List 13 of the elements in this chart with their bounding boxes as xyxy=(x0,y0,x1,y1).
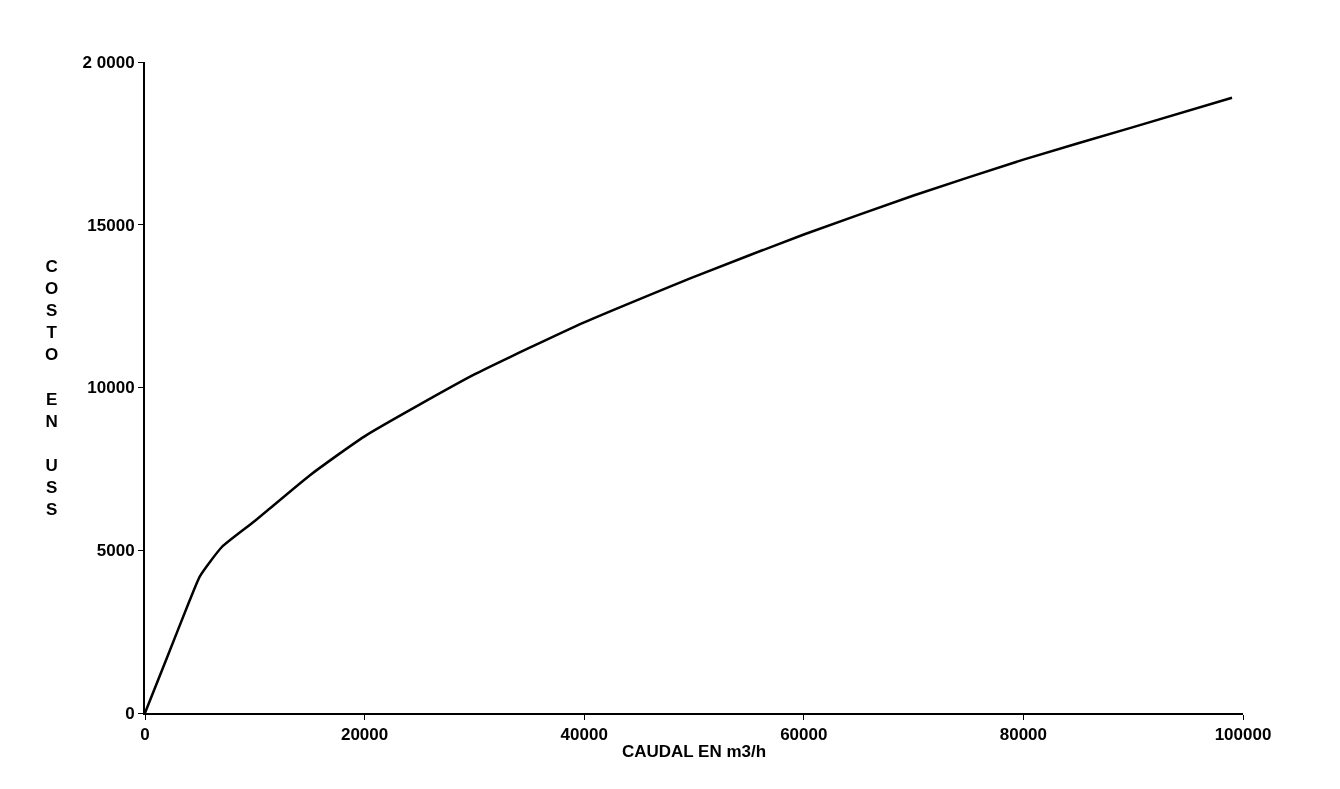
x-tick-label: 40000 xyxy=(560,725,608,745)
x-tick-label: 60000 xyxy=(780,725,828,745)
y-tick-label: 2 0000 xyxy=(82,52,135,72)
y-tick-label: 15000 xyxy=(87,215,135,235)
y-tick-label: 10000 xyxy=(87,378,135,398)
x-tick-label: 0 xyxy=(140,725,150,745)
y-tick-label: 0 xyxy=(125,703,135,723)
y-tick-label: 5000 xyxy=(96,541,135,561)
x-tick-label: 20000 xyxy=(340,725,389,745)
x-axis-title: CAUDAL EN m3/h xyxy=(621,742,767,762)
x-tick-label: 100000 xyxy=(1214,725,1272,745)
x-tick-label: 80000 xyxy=(999,725,1048,745)
text: COSTO EN USS xyxy=(45,257,59,520)
